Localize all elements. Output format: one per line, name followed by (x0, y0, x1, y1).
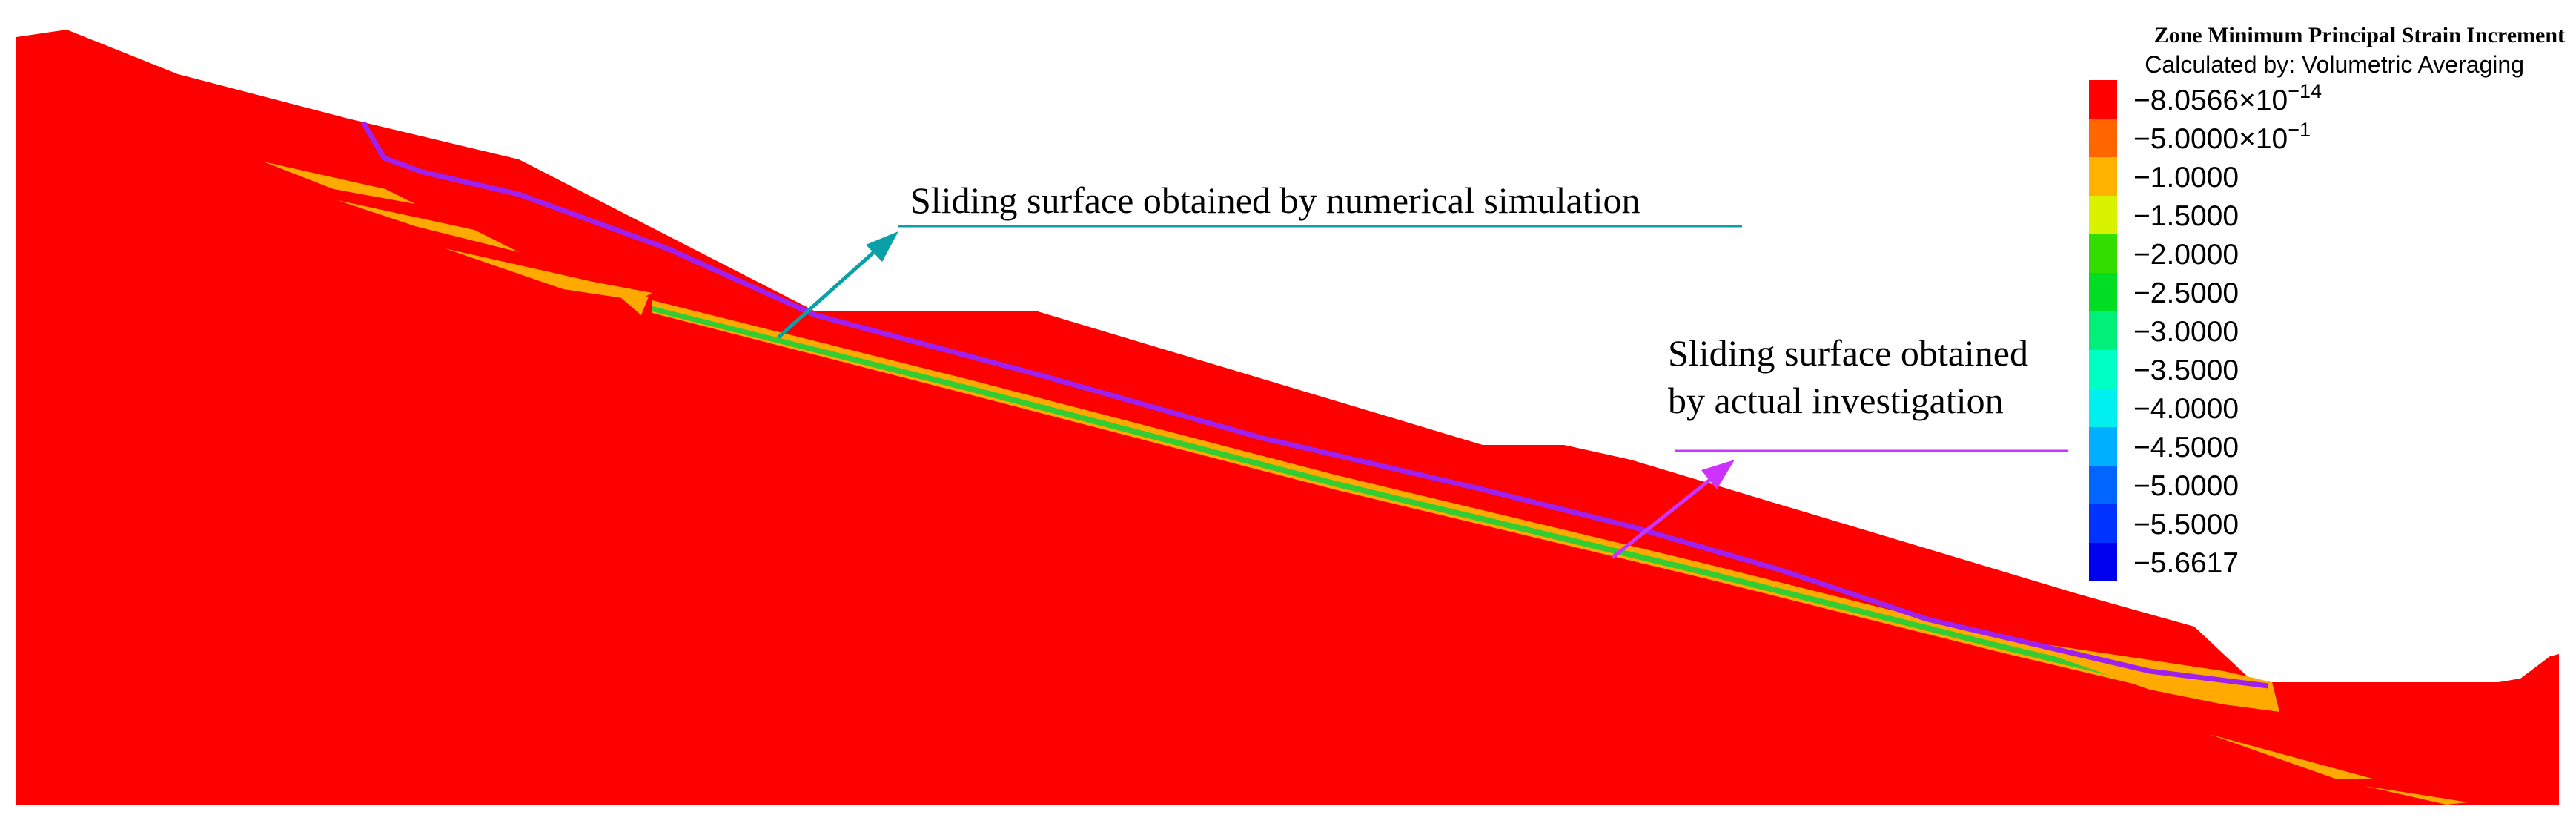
legend-swatch (2089, 119, 2117, 157)
investigation-arrow-line (1611, 472, 1720, 559)
legend-swatch (2089, 543, 2117, 581)
legend-label: −2.5000 (2133, 277, 2239, 309)
strain-band-upper-1 (263, 162, 415, 204)
legend-swatch (2089, 80, 2117, 119)
legend-title: Zone Minimum Principal Strain Increment (2154, 23, 2565, 47)
investigated-sliding-surface-line (360, 121, 2269, 689)
legend-label: −1.5000 (2133, 200, 2239, 232)
slope-body (16, 30, 2559, 805)
legend-label: −1.0000 (2133, 162, 2239, 194)
legend-label: −5.0000 (2133, 470, 2239, 502)
strain-band-upper-2 (337, 200, 519, 252)
strain-band-core (652, 306, 2209, 699)
numerical-arrow-line (777, 243, 884, 339)
investigation-annotation: Sliding surface obtained by actual inves… (1611, 332, 2068, 559)
legend-swatch (2089, 273, 2117, 311)
legend-entries: −8.0566×10−14−5.0000×10−1 −1.0000 −1.5000 −… (2089, 80, 2322, 581)
investigation-arrow-head (1701, 460, 1735, 489)
legend-swatch (2089, 157, 2117, 196)
strain-band-lower-2 (2209, 734, 2372, 779)
legend-label: −4.0000 (2133, 393, 2239, 425)
legend-label: −4.5000 (2133, 432, 2239, 463)
legend-label: −5.0000×10−1 (2133, 119, 2311, 155)
legend-swatch (2089, 504, 2117, 543)
legend-label: −3.5000 (2133, 354, 2239, 386)
legend-label: −5.5000 (2133, 509, 2239, 541)
legend-swatch (2089, 389, 2117, 427)
legend-swatch (2089, 466, 2117, 504)
legend-swatch (2089, 311, 2117, 350)
legend-swatch (2089, 350, 2117, 389)
strain-band-lower-1 (2365, 786, 2469, 805)
numerical-annotation: Sliding surface obtained by numerical si… (777, 179, 1742, 339)
legend-subtitle: Calculated by: Volumetric Averaging (2145, 51, 2524, 78)
legend-label: −8.0566×10−14 (2133, 80, 2322, 116)
numerical-label: Sliding surface obtained by numerical si… (910, 179, 1640, 221)
numerical-arrow-head (866, 231, 898, 262)
legend-swatch (2089, 234, 2117, 273)
legend: Zone Minimum Principal Strain Increment … (2089, 23, 2565, 581)
investigation-label-line2: by actual investigation (1668, 380, 2004, 421)
strain-bands (263, 162, 2469, 805)
legend-swatch (2089, 196, 2117, 234)
legend-label: −5.6617 (2133, 547, 2239, 579)
legend-swatch (2089, 427, 2117, 466)
strain-band-toe (2001, 638, 2279, 712)
legend-label: −2.0000 (2133, 239, 2239, 271)
strain-band-upper-3 (445, 248, 652, 300)
legend-label: −3.0000 (2133, 316, 2239, 348)
investigation-label-line1: Sliding surface obtained (1668, 332, 2028, 374)
strain-band-wedge (615, 293, 649, 315)
